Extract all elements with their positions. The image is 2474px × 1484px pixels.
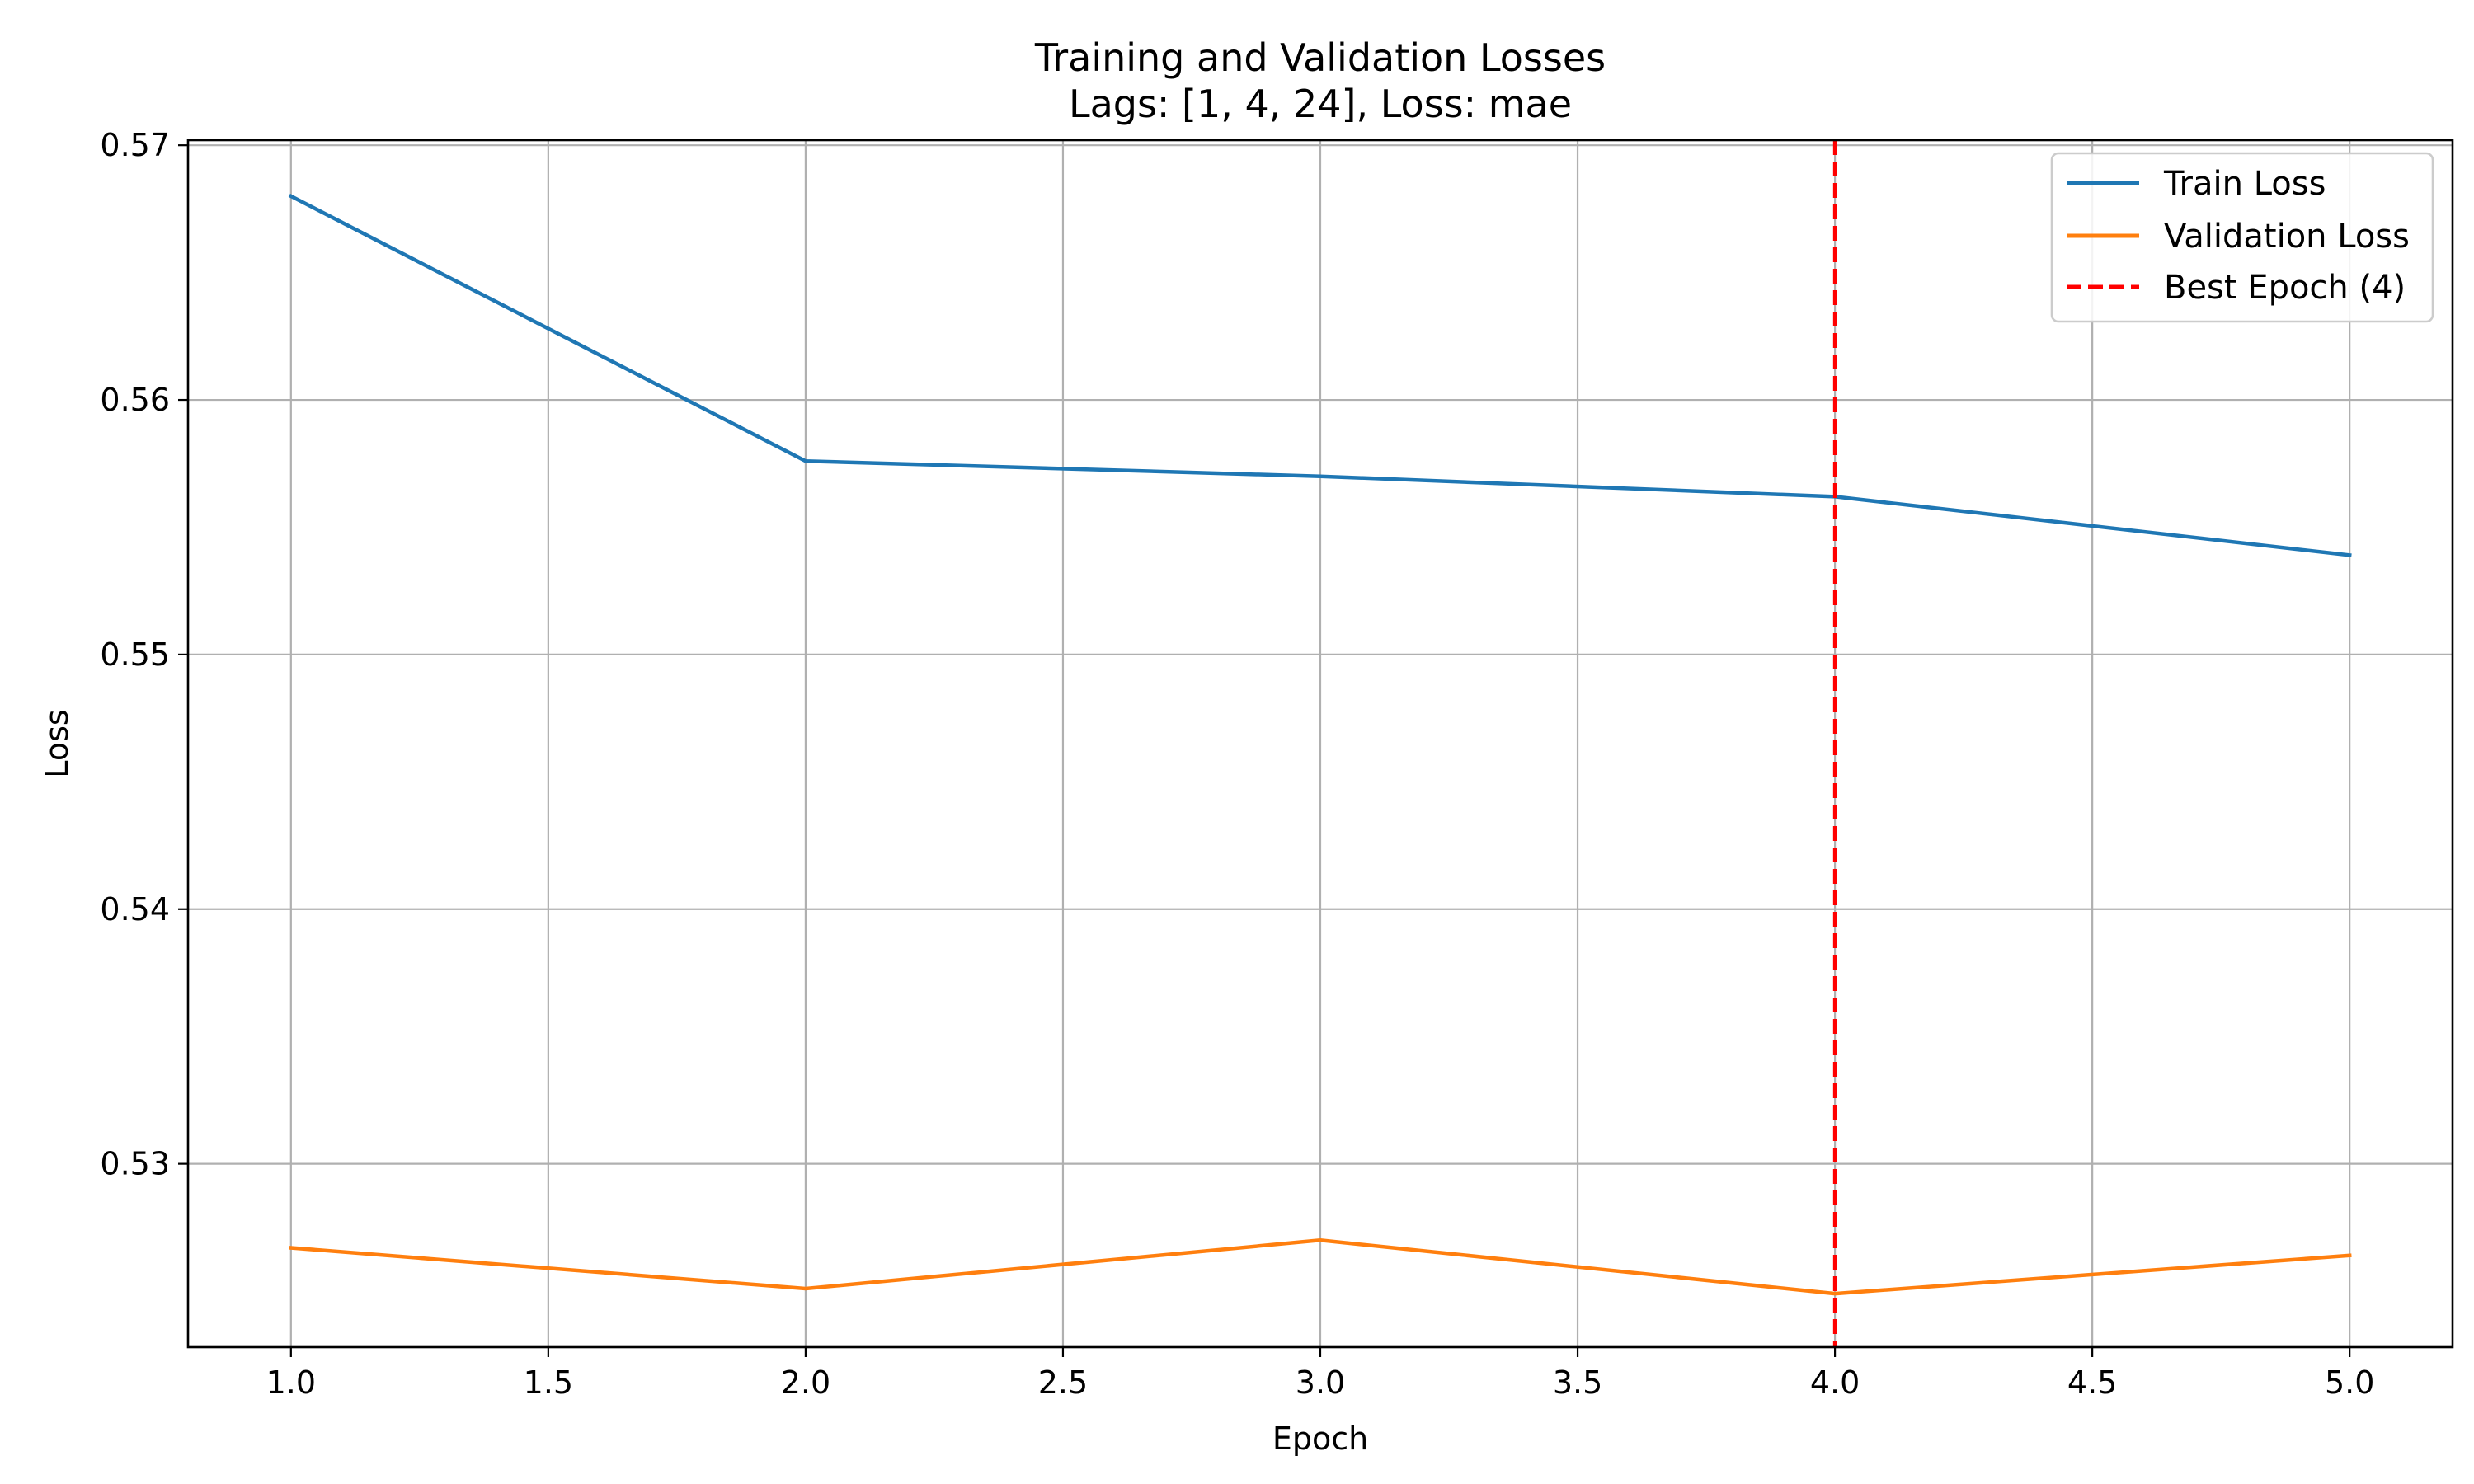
x-tick-label: 3.5 xyxy=(1553,1364,1602,1401)
x-tick-label: 4.5 xyxy=(2067,1364,2117,1401)
x-tick-label: 2.5 xyxy=(1038,1364,1088,1401)
x-tick-label: 1.5 xyxy=(524,1364,573,1401)
legend-label-validation: Validation Loss xyxy=(2164,218,2410,256)
y-tick-label: 0.57 xyxy=(100,127,170,163)
x-tick-label: 2.0 xyxy=(781,1364,830,1401)
x-tick-label: 4.0 xyxy=(1810,1364,1860,1401)
legend: Train Loss Validation Loss Best Epoch (4… xyxy=(2050,152,2434,323)
ticks: 1.0 1.5 2.0 2.5 3.0 3.5 4.0 4.5 5.0 0.53 0.54 0.55 0… xyxy=(100,127,2374,1401)
y-tick-label: 0.56 xyxy=(100,382,170,418)
chart-subtitle: Lags: [1, 4, 24], Loss: mae xyxy=(1069,82,1572,126)
x-axis-label: Epoch xyxy=(1272,1421,1368,1457)
y-tick-label: 0.53 xyxy=(100,1146,170,1182)
legend-box xyxy=(2050,152,2434,323)
y-tick-label: 0.54 xyxy=(100,891,170,928)
x-tick-label: 1.0 xyxy=(266,1364,316,1401)
chart-title: Training and Validation Losses xyxy=(1034,35,1606,80)
y-tick-label: 0.55 xyxy=(100,636,170,673)
x-tick-label: 5.0 xyxy=(2325,1364,2374,1401)
legend-label-train: Train Loss xyxy=(2163,165,2326,203)
legend-label-best-epoch: Best Epoch (4) xyxy=(2164,269,2406,307)
series-layer xyxy=(288,140,2352,1347)
validation-loss-line xyxy=(289,1238,2352,1296)
y-axis-label: Loss xyxy=(39,709,75,777)
grid xyxy=(188,140,2453,1347)
x-tick-label: 3.0 xyxy=(1296,1364,1345,1401)
